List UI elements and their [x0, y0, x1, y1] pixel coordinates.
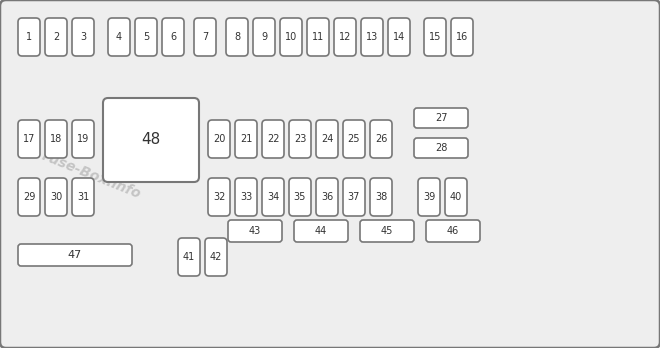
FancyBboxPatch shape: [162, 18, 184, 56]
Text: 1: 1: [26, 32, 32, 42]
FancyBboxPatch shape: [45, 178, 67, 216]
FancyBboxPatch shape: [45, 18, 67, 56]
Text: 45: 45: [381, 226, 393, 236]
FancyBboxPatch shape: [361, 18, 383, 56]
Text: 42: 42: [210, 252, 222, 262]
Text: 13: 13: [366, 32, 378, 42]
Text: 44: 44: [315, 226, 327, 236]
FancyBboxPatch shape: [103, 98, 199, 182]
Text: 29: 29: [23, 192, 35, 202]
Text: 7: 7: [202, 32, 208, 42]
Text: 36: 36: [321, 192, 333, 202]
FancyBboxPatch shape: [235, 178, 257, 216]
Text: 20: 20: [213, 134, 225, 144]
FancyBboxPatch shape: [108, 18, 130, 56]
Text: 16: 16: [456, 32, 468, 42]
Text: 41: 41: [183, 252, 195, 262]
Text: 35: 35: [294, 192, 306, 202]
FancyBboxPatch shape: [72, 18, 94, 56]
Text: 5: 5: [143, 32, 149, 42]
FancyBboxPatch shape: [18, 178, 40, 216]
FancyBboxPatch shape: [18, 120, 40, 158]
Text: 14: 14: [393, 32, 405, 42]
FancyBboxPatch shape: [418, 178, 440, 216]
Text: 31: 31: [77, 192, 89, 202]
Text: 4: 4: [116, 32, 122, 42]
Text: 26: 26: [375, 134, 387, 144]
FancyBboxPatch shape: [253, 18, 275, 56]
Text: 2: 2: [53, 32, 59, 42]
Text: 19: 19: [77, 134, 89, 144]
FancyBboxPatch shape: [72, 178, 94, 216]
FancyBboxPatch shape: [370, 120, 392, 158]
Text: 3: 3: [80, 32, 86, 42]
Text: 38: 38: [375, 192, 387, 202]
FancyBboxPatch shape: [294, 220, 348, 242]
Text: 27: 27: [435, 113, 447, 123]
FancyBboxPatch shape: [135, 18, 157, 56]
FancyBboxPatch shape: [205, 238, 227, 276]
Text: 10: 10: [285, 32, 297, 42]
Text: 8: 8: [234, 32, 240, 42]
FancyBboxPatch shape: [316, 178, 338, 216]
FancyBboxPatch shape: [280, 18, 302, 56]
FancyBboxPatch shape: [388, 18, 410, 56]
FancyBboxPatch shape: [445, 178, 467, 216]
Text: 46: 46: [447, 226, 459, 236]
Text: 9: 9: [261, 32, 267, 42]
FancyBboxPatch shape: [360, 220, 414, 242]
Text: 18: 18: [50, 134, 62, 144]
Text: 23: 23: [294, 134, 306, 144]
Text: 32: 32: [213, 192, 225, 202]
Text: 11: 11: [312, 32, 324, 42]
FancyBboxPatch shape: [178, 238, 200, 276]
FancyBboxPatch shape: [208, 120, 230, 158]
Text: 24: 24: [321, 134, 333, 144]
Text: 40: 40: [450, 192, 462, 202]
Text: 28: 28: [435, 143, 447, 153]
Text: 30: 30: [50, 192, 62, 202]
Text: 39: 39: [423, 192, 435, 202]
FancyBboxPatch shape: [424, 18, 446, 56]
FancyBboxPatch shape: [228, 220, 282, 242]
FancyBboxPatch shape: [226, 18, 248, 56]
FancyBboxPatch shape: [343, 178, 365, 216]
Text: 25: 25: [348, 134, 360, 144]
Text: 43: 43: [249, 226, 261, 236]
FancyBboxPatch shape: [194, 18, 216, 56]
FancyBboxPatch shape: [289, 120, 311, 158]
Text: 21: 21: [240, 134, 252, 144]
Text: 17: 17: [23, 134, 35, 144]
FancyBboxPatch shape: [208, 178, 230, 216]
FancyBboxPatch shape: [343, 120, 365, 158]
FancyBboxPatch shape: [414, 138, 468, 158]
Text: 6: 6: [170, 32, 176, 42]
FancyBboxPatch shape: [18, 18, 40, 56]
FancyBboxPatch shape: [72, 120, 94, 158]
Text: Fuse-Box.info: Fuse-Box.info: [40, 149, 143, 201]
FancyBboxPatch shape: [307, 18, 329, 56]
FancyBboxPatch shape: [262, 178, 284, 216]
Text: 33: 33: [240, 192, 252, 202]
Text: 34: 34: [267, 192, 279, 202]
FancyBboxPatch shape: [426, 220, 480, 242]
FancyBboxPatch shape: [451, 18, 473, 56]
FancyBboxPatch shape: [316, 120, 338, 158]
FancyBboxPatch shape: [334, 18, 356, 56]
Text: 12: 12: [339, 32, 351, 42]
FancyBboxPatch shape: [235, 120, 257, 158]
Text: 15: 15: [429, 32, 441, 42]
FancyBboxPatch shape: [414, 108, 468, 128]
FancyBboxPatch shape: [289, 178, 311, 216]
FancyBboxPatch shape: [45, 120, 67, 158]
Text: 47: 47: [68, 250, 82, 260]
FancyBboxPatch shape: [370, 178, 392, 216]
Text: 37: 37: [348, 192, 360, 202]
FancyBboxPatch shape: [18, 244, 132, 266]
Text: 48: 48: [141, 133, 160, 148]
Text: 22: 22: [267, 134, 279, 144]
FancyBboxPatch shape: [262, 120, 284, 158]
